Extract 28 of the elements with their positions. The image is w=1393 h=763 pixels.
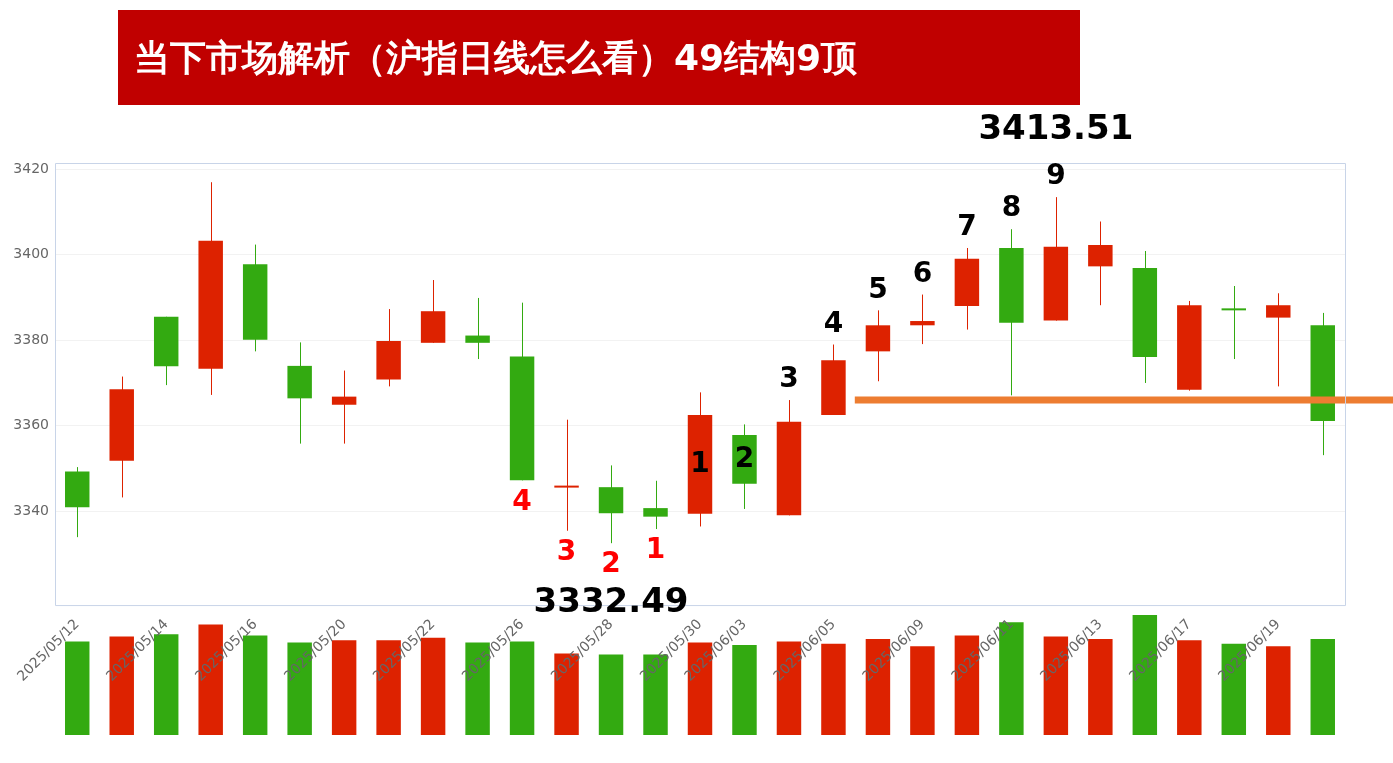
annotation: 4 (512, 483, 532, 517)
annotation: 4 (823, 305, 844, 339)
y-tick-label: 3420 (13, 160, 49, 177)
annotation: 8 (1001, 190, 1022, 224)
annotation: 3 (556, 534, 577, 568)
annotation: 2 (601, 546, 621, 580)
y-tick-label: 3360 (13, 416, 49, 433)
candlestick (465, 297, 490, 360)
annotation: 9 (1046, 158, 1066, 192)
annotation: 2 (734, 440, 755, 474)
annotation: 6 (912, 255, 933, 289)
annotation: 1 (645, 532, 666, 566)
candlestick (1221, 285, 1247, 360)
y-tick-label: 3380 (13, 330, 49, 347)
annotation: 5 (868, 271, 888, 305)
candlestick (910, 294, 935, 345)
annotation: 3332.49 (533, 580, 689, 620)
bar (1310, 639, 1335, 735)
annotation: 1 (690, 445, 710, 479)
candlestick (331, 370, 357, 445)
candlestick (1266, 292, 1291, 387)
annotation: 7 (957, 209, 977, 243)
y-tick-label: 3400 (13, 245, 49, 262)
y-tick-label: 3340 (13, 501, 49, 518)
annotation: 3 (779, 361, 799, 395)
annotation: 3413.51 (978, 106, 1134, 147)
candlestick (554, 419, 579, 532)
chart-title: 当下市场解析（沪指日线怎么看）49结构9顶 (118, 10, 1080, 105)
